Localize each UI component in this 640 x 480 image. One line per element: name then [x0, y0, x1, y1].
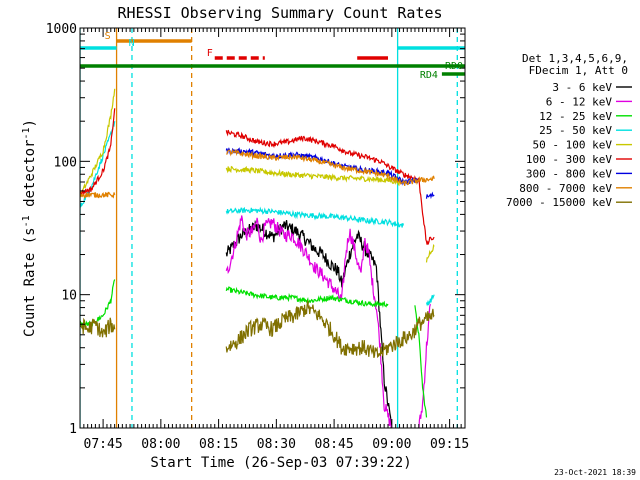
- series-line-300-800-kev: [425, 191, 435, 200]
- series-line-6-12-kev: [225, 215, 393, 428]
- series-line-7000-15000-kev: [225, 300, 435, 359]
- legend-header: Det 1,3,4,5,6,9,: [522, 52, 628, 65]
- legend-label: 50 - 100 keV: [533, 139, 613, 152]
- series-line-6-12-kev: [418, 303, 431, 428]
- y-tick-label: 10: [61, 289, 77, 304]
- legend: Det 1,3,4,5,6,9,FDecim 1, Att 0 3 - 6 keV…: [506, 52, 632, 209]
- series-line-12-25-kev: [80, 279, 116, 327]
- series-line-100-300-kev: [80, 108, 116, 197]
- timestamp: 23-Oct-2021 18:39: [554, 468, 636, 477]
- x-axis-label: Start Time (26-Sep-03 07:39:22): [150, 455, 411, 471]
- chart-title: RHESSI Observing Summary Count Rates: [117, 4, 442, 22]
- y-tick-label: 1000: [46, 22, 77, 37]
- legend-label: 6 - 12 keV: [546, 95, 613, 108]
- series-line-50-100-kev: [425, 243, 435, 263]
- legend-label: 100 - 300 keV: [526, 153, 612, 166]
- legend-label: 25 - 50 keV: [539, 124, 612, 137]
- x-tick-label: 08:30: [257, 437, 296, 452]
- series-line-100-300-kev: [225, 129, 435, 246]
- legend-label: 800 - 7000 keV: [519, 182, 612, 195]
- legend-label: 12 - 25 keV: [539, 110, 612, 123]
- series-line-25-50-kev: [425, 294, 435, 307]
- flag-label-s: S: [105, 31, 111, 42]
- legend-label: 7000 - 15000 keV: [506, 196, 612, 209]
- x-tick-label: 08:00: [141, 437, 180, 452]
- series-line-25-50-kev: [225, 206, 404, 228]
- y-tick-label: 1: [69, 422, 77, 437]
- flag-label-f: F: [207, 48, 213, 59]
- legend-header: FDecim 1, Att 0: [529, 64, 628, 77]
- y-tick-label: 100: [54, 155, 77, 170]
- series-line-7000-15000-kev: [80, 317, 116, 338]
- flag-label-n: N: [129, 38, 135, 49]
- series-line-50-100-kev: [225, 165, 404, 187]
- y-axis-label: Count Rate (s-1 detector-1): [21, 119, 39, 337]
- series-line-50-100-kev: [80, 88, 116, 198]
- legend-label: 3 - 6 keV: [552, 81, 612, 94]
- series-line-800-7000-kev: [80, 191, 116, 200]
- series-line-12-25-kev: [225, 286, 389, 309]
- x-tick-label: 08:45: [315, 437, 354, 452]
- x-tick-label: 07:45: [84, 437, 123, 452]
- series-line-12-25-kev: [414, 305, 428, 418]
- flag-label-rd4: RD4: [420, 70, 438, 81]
- x-tick-label: 09:15: [430, 437, 469, 452]
- series-line-800-7000-kev: [226, 148, 435, 187]
- x-tick-label: 09:00: [372, 437, 411, 452]
- x-tick-label: 08:15: [199, 437, 238, 452]
- legend-label: 300 - 800 keV: [526, 167, 612, 180]
- flag-label-rd0: RD0: [445, 61, 463, 72]
